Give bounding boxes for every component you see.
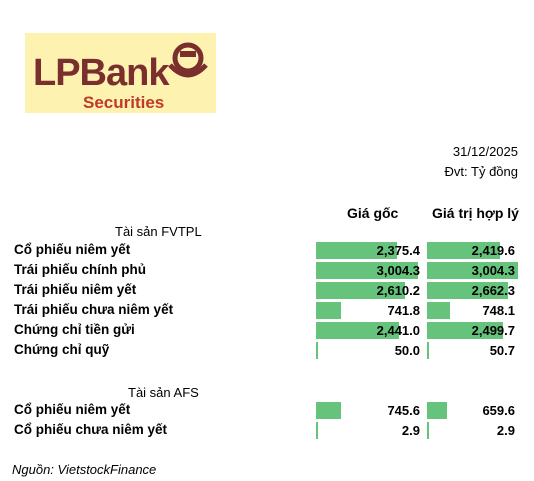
data-label: 3,004.3: [376, 263, 420, 278]
row-label: Trái phiếu chưa niêm yết: [14, 302, 174, 317]
data-label: 50.0: [394, 343, 420, 358]
data-label: 2,610.2: [376, 283, 420, 298]
column-header-fair-value: Giá trị hợp lý: [432, 205, 519, 221]
data-bar: [427, 342, 429, 359]
data-label: 3,004.3: [471, 263, 515, 278]
data-label: 741.8: [387, 303, 420, 318]
data-bar: [316, 422, 318, 439]
data-bar: [316, 342, 318, 359]
data-bar: [427, 242, 500, 259]
column-header-cost: Giá gốc: [347, 205, 399, 221]
row-label: Chứng chỉ tiền gửi: [14, 322, 135, 337]
data-bar: [427, 402, 447, 419]
row-label: Chứng chỉ quỹ: [14, 342, 110, 357]
logo-sub: Securities: [83, 93, 165, 112]
logo-brand: LPBank: [33, 52, 169, 94]
data-bar: [316, 282, 405, 299]
row-label: Trái phiếu niêm yết: [14, 282, 137, 297]
unit-label: Đvt: Tỷ đồng: [444, 164, 518, 179]
data-bar: [427, 322, 503, 339]
row-label: Cổ phiếu niêm yết: [14, 402, 131, 417]
data-label: 50.7: [489, 343, 515, 358]
data-label: 748.1: [482, 303, 515, 318]
row-label: Cổ phiếu niêm yết: [14, 242, 131, 257]
data-bar: [316, 242, 397, 259]
section-title: Tài sản AFS: [128, 385, 199, 400]
data-label: 2.9: [401, 423, 420, 438]
data-bar: [316, 262, 418, 279]
data-label: 2,441.0: [376, 323, 420, 338]
data-bar: [427, 422, 429, 439]
data-bar: [316, 302, 341, 319]
data-label: 745.6: [387, 403, 420, 418]
data-bar: [427, 282, 508, 299]
data-label: 659.6: [482, 403, 515, 418]
data-bar: [427, 262, 518, 279]
data-label: 2,419.6: [471, 243, 515, 258]
data-label: 2,375.4: [376, 243, 420, 258]
report-date: 31/12/2025: [452, 144, 518, 159]
data-label: 2,499.7: [471, 323, 515, 338]
data-label: 2.9: [496, 423, 515, 438]
logo: LPBank Securities: [25, 33, 216, 113]
row-label: Cổ phiếu chưa niêm yết: [14, 422, 168, 437]
data-label: 2,662.3: [471, 283, 515, 298]
section-title: Tài sản FVTPL: [115, 224, 202, 239]
data-bar: [316, 402, 341, 419]
source-note: Nguồn: VietstockFinance: [12, 462, 157, 477]
data-bar: [427, 302, 450, 319]
data-bar: [316, 322, 399, 339]
row-label: Trái phiếu chính phủ: [14, 262, 147, 277]
lpbank-emblem-icon: [168, 42, 208, 78]
